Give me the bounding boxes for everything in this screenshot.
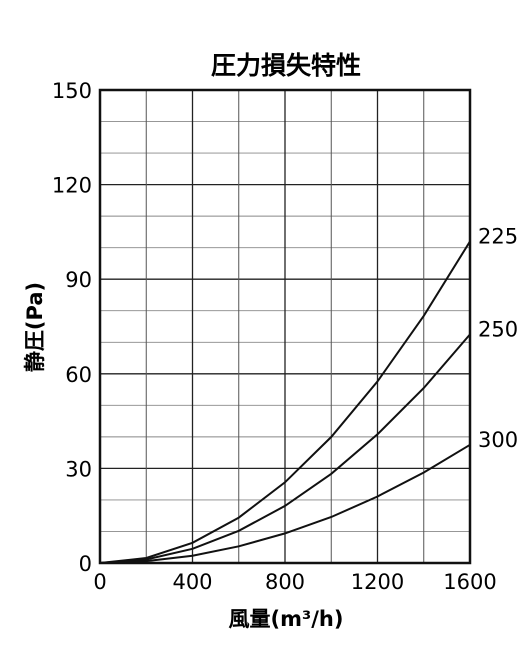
y-tick-label: 30 <box>65 457 92 481</box>
series-line-300 <box>99 443 471 564</box>
x-tick-label: 1200 <box>351 570 404 594</box>
series-label-300: 300 <box>478 428 518 452</box>
y-tick-label: 90 <box>65 268 92 292</box>
x-axis-label: 風量(m³/h) <box>229 607 344 631</box>
y-tick-label: 0 <box>79 552 92 576</box>
series-group: 225 250 300 <box>99 224 518 564</box>
series-line-250 <box>99 333 471 564</box>
series-line-225 <box>99 240 471 564</box>
y-tick-label: 120 <box>52 174 92 198</box>
x-tick-label: 400 <box>172 570 212 594</box>
chart-title: 圧力損失特性 <box>211 51 361 80</box>
series-label-225: 225 <box>478 224 518 248</box>
y-axis-label: 静圧(Pa) <box>23 282 47 372</box>
tick-labels: 0 30 60 90 120 150 0 400 800 1200 1600 <box>52 79 497 594</box>
x-tick-label: 1600 <box>443 570 496 594</box>
series-label-250: 250 <box>478 317 518 341</box>
x-tick-label: 0 <box>93 570 106 594</box>
y-tick-label: 150 <box>52 79 92 103</box>
grid <box>99 89 471 564</box>
plot-frame <box>98 88 472 565</box>
y-tick-label: 60 <box>65 363 92 387</box>
x-tick-label: 800 <box>265 570 305 594</box>
